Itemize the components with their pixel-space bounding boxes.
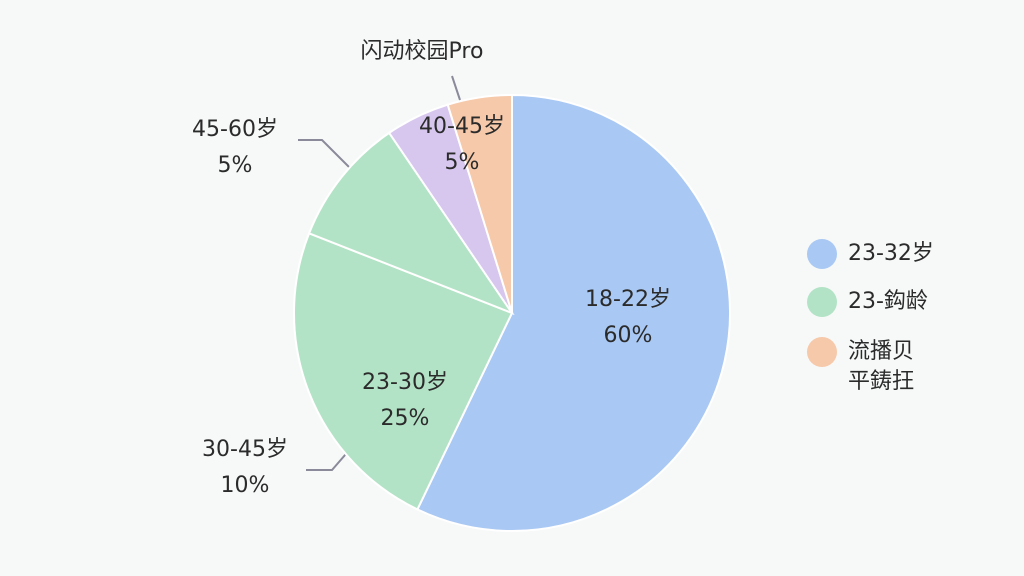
value-label: 25%: [381, 406, 430, 431]
pie-slice: [416, 93, 731, 532]
pie-slice: [293, 232, 514, 511]
pie: [293, 93, 731, 532]
title-leader: [451, 75, 461, 101]
value-label: 5%: [445, 150, 480, 175]
legend-swatch: [807, 287, 837, 317]
legend-swatch: [807, 239, 837, 269]
legend-swatch: [807, 337, 837, 367]
pie-slice: [307, 131, 515, 316]
value-label: 5%: [218, 153, 253, 178]
chart-title: 闪动校园Pro: [361, 39, 484, 64]
legend-label: 23-32岁: [848, 241, 934, 266]
legend-label: 23-鈎龄: [848, 289, 928, 314]
pie-slice: [446, 93, 513, 314]
leader-line: [298, 139, 351, 169]
slice-label: 45-60岁: [192, 117, 278, 142]
value-label: 60%: [604, 323, 653, 348]
slice-label: 40-45岁: [419, 114, 505, 139]
slice-label: 30-45岁: [202, 437, 288, 462]
slice-label: 18-22岁: [585, 287, 671, 312]
slice-label: 23-30岁: [362, 370, 448, 395]
value-label: 10%: [221, 473, 270, 498]
legend-label: 流播贝平鋳抂: [848, 339, 914, 394]
